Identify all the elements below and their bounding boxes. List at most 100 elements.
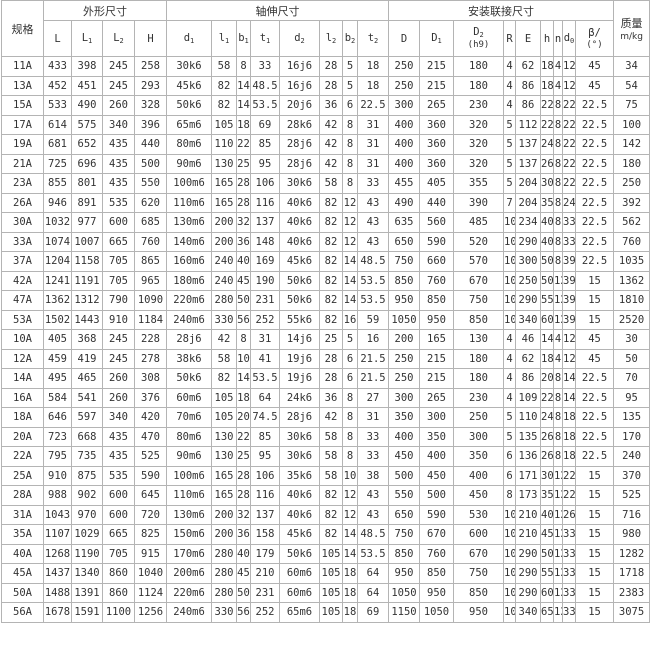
table-cell: 8 xyxy=(342,153,358,174)
table-cell: 760 xyxy=(613,231,650,252)
table-cell: 137 xyxy=(515,153,541,174)
table-cell: 50 xyxy=(540,251,554,272)
table-cell: 590 xyxy=(419,231,454,252)
table-cell: 169 xyxy=(250,251,280,272)
table-cell: 250 xyxy=(388,368,420,389)
table-cell: 8 xyxy=(553,251,563,272)
table-row: 10A 405 368 245 228 28j6 42 8 31 14j6 25 5 16 200 165 1… xyxy=(1,329,650,350)
column-header: D2 (h9) xyxy=(453,20,504,57)
table-cell: 250 xyxy=(613,173,650,194)
table-cell: 42 xyxy=(211,329,237,350)
table-cell: 12 xyxy=(553,270,563,291)
table-cell: 245 xyxy=(102,75,135,96)
table-cell: 435 xyxy=(102,446,135,467)
table-row: 37A 1204 1158 705 865 160m6 240 40 169 45k6 82 14 48… xyxy=(1,251,650,272)
table-cell: 1107 xyxy=(43,524,72,545)
table-cell: 85 xyxy=(250,134,280,155)
table-cell: 50k6 xyxy=(166,368,212,389)
table-cell: 396 xyxy=(134,114,167,135)
table-cell: 21.5 xyxy=(357,368,389,389)
table-cell: 4 xyxy=(503,95,516,116)
table-cell: 48.5 xyxy=(357,251,389,272)
table-cell: 105 xyxy=(211,114,237,135)
column-header: R xyxy=(503,20,516,57)
table-cell: 750 xyxy=(388,524,420,545)
table-cell: 977 xyxy=(71,212,103,233)
spec-cell: 18A xyxy=(1,407,44,428)
table-cell: 8 xyxy=(553,212,563,233)
table-cell: 300 xyxy=(453,426,504,447)
spec-cell: 30A xyxy=(1,212,44,233)
table-cell: 260 xyxy=(102,387,135,408)
table-cell: 30 xyxy=(613,329,650,350)
shaft-dimensions-header: 轴伸尺寸 xyxy=(166,0,389,21)
table-cell: 42 xyxy=(319,153,343,174)
table-cell: 6 xyxy=(342,368,358,389)
table-cell: 100m6 xyxy=(166,173,212,194)
table-cell: 231 xyxy=(250,582,280,603)
table-cell: 1150 xyxy=(388,602,420,623)
table-cell: 105 xyxy=(319,563,343,584)
column-header-subscript: 1 xyxy=(266,37,271,45)
table-cell: 5 xyxy=(503,114,516,135)
spec-cell: 31A xyxy=(1,504,44,525)
table-cell: 18 xyxy=(540,348,554,369)
table-cell: 355 xyxy=(453,173,504,194)
column-header-subscript: 2 xyxy=(374,37,379,45)
table-cell: 541 xyxy=(71,387,103,408)
table-cell: 62 xyxy=(515,348,541,369)
table-cell: 902 xyxy=(71,485,103,506)
table-cell: 40k6 xyxy=(279,504,320,525)
column-header-symbol: d xyxy=(563,32,571,44)
table-cell: 240 xyxy=(613,446,650,467)
table-cell: 95 xyxy=(250,153,280,174)
table-cell: 10 xyxy=(342,465,358,486)
table-cell: 116 xyxy=(250,192,280,213)
table-cell: 12 xyxy=(562,56,576,77)
table-cell: 53.5 xyxy=(357,270,389,291)
table-cell: 28 xyxy=(236,465,251,486)
table-cell: 760 xyxy=(134,231,167,252)
table-cell: 245 xyxy=(102,348,135,369)
table-cell: 82 xyxy=(319,309,343,330)
table-cell: 290 xyxy=(515,543,541,564)
table-cell: 12 xyxy=(342,485,358,506)
table-cell: 53.5 xyxy=(250,95,280,116)
table-cell: 110m6 xyxy=(166,192,212,213)
table-cell: 8 xyxy=(236,56,251,77)
table-cell: 1158 xyxy=(71,251,103,272)
table-cell: 85 xyxy=(250,426,280,447)
column-header: E xyxy=(515,20,541,57)
table-cell: 55k6 xyxy=(279,309,320,330)
table-cell: 40k6 xyxy=(279,192,320,213)
table-cell: 12 xyxy=(342,192,358,213)
table-cell: 1032 xyxy=(43,212,72,233)
table-cell: 22 xyxy=(540,387,554,408)
table-cell: 50k6 xyxy=(279,270,320,291)
table-cell: 33 xyxy=(357,446,389,467)
table-cell: 45 xyxy=(574,75,615,96)
table-cell: 22.5 xyxy=(574,173,615,194)
table-cell: 105 xyxy=(211,407,237,428)
table-cell: 530 xyxy=(453,504,504,525)
table-cell: 53.5 xyxy=(357,543,389,564)
column-header: L2 xyxy=(102,20,135,57)
table-cell: 376 xyxy=(134,387,167,408)
spec-cell: 25A xyxy=(1,465,44,486)
table-cell: 100m6 xyxy=(166,465,212,486)
spec-cell: 17A xyxy=(1,114,44,135)
table-cell: 1268 xyxy=(43,543,72,564)
table-cell: 520 xyxy=(453,231,504,252)
table-cell: 137 xyxy=(250,212,280,233)
spec-cell: 37A xyxy=(1,251,44,272)
table-cell: 95 xyxy=(613,387,650,408)
table-cell: 32 xyxy=(236,504,251,525)
table-row: 50A 1488 1391 860 1124 220m6 280 50 231 60m6 105 18… xyxy=(1,582,650,603)
table-cell: 12 xyxy=(562,348,576,369)
table-cell: 1241 xyxy=(43,270,72,291)
table-cell: 86 xyxy=(515,95,541,116)
table-cell: 230 xyxy=(453,95,504,116)
table-cell: 130m6 xyxy=(166,212,212,233)
column-header-symbol: d xyxy=(183,32,191,44)
table-cell: 635 xyxy=(388,212,420,233)
